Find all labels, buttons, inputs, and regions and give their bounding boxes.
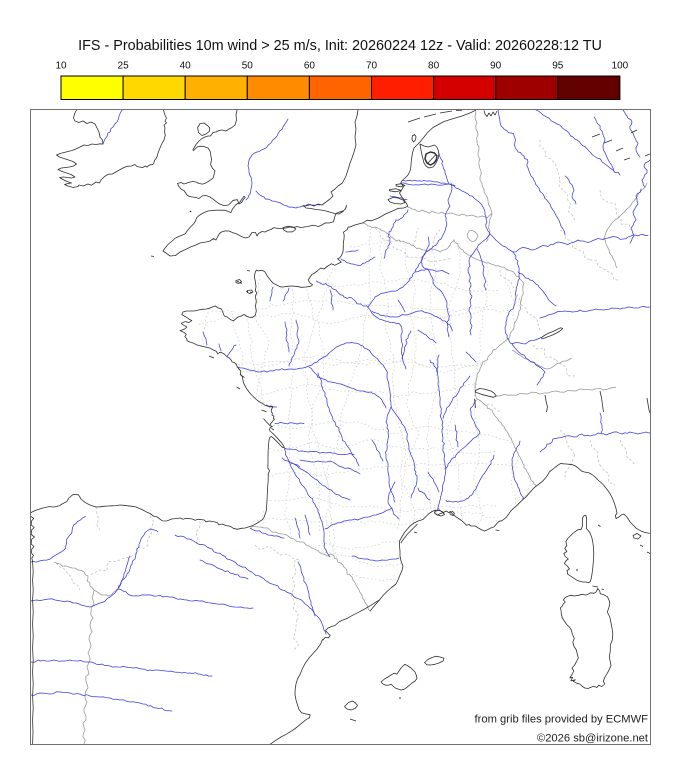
svg-text:100: 100 [612, 61, 629, 72]
svg-text:10: 10 [55, 61, 67, 72]
svg-text:from grib files provided by EC: from grib files provided by ECMWF [475, 714, 649, 726]
svg-text:25: 25 [118, 61, 130, 72]
svg-text:70: 70 [366, 61, 378, 72]
svg-text:90: 90 [490, 61, 502, 72]
svg-text:©2026 sb@irizone.net: ©2026 sb@irizone.net [537, 733, 649, 745]
svg-text:IFS - Probabilities 10m wind >: IFS - Probabilities 10m wind > 25 m/s, I… [78, 38, 602, 54]
svg-text:95: 95 [552, 61, 564, 72]
svg-text:50: 50 [242, 61, 254, 72]
svg-text:80: 80 [428, 61, 440, 72]
svg-text:60: 60 [304, 61, 316, 72]
svg-text:40: 40 [180, 61, 192, 72]
